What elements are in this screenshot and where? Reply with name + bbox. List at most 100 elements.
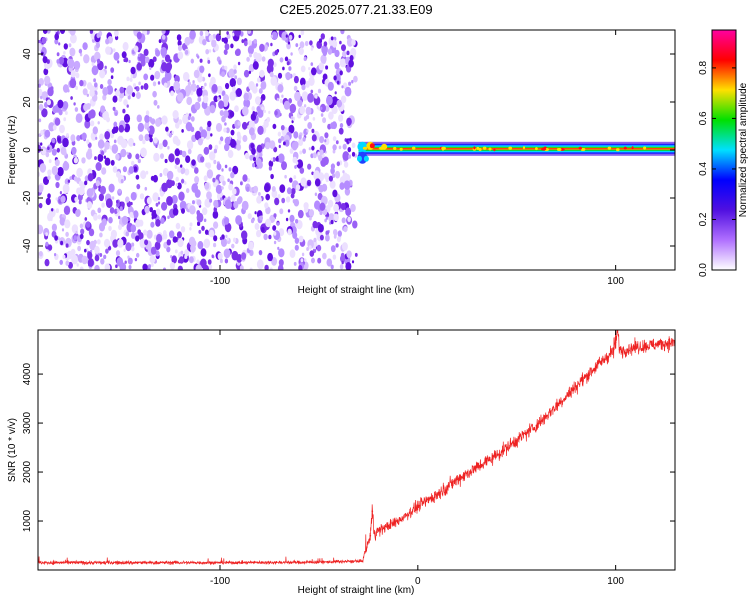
noise-speckle (216, 85, 223, 94)
noise-speckle (201, 225, 205, 231)
noise-speckle (236, 143, 242, 151)
noise-speckle (47, 169, 52, 176)
snr-x-axis-label: Height of straight line (km) (298, 585, 415, 596)
noise-speckle (298, 138, 304, 146)
noise-speckle (186, 96, 193, 106)
noise-speckle (54, 117, 61, 126)
noise-speckle (298, 265, 303, 270)
noise-speckle (342, 170, 345, 174)
noise-speckle (279, 98, 283, 104)
noise-speckle (103, 155, 107, 159)
noise-speckle (226, 237, 229, 241)
noise-speckle (150, 246, 157, 255)
noise-speckle (186, 188, 190, 194)
noise-speckle (86, 93, 90, 98)
noise-speckle (197, 138, 203, 146)
noise-speckle (330, 264, 334, 270)
noise-speckle (100, 258, 105, 265)
noise-speckle (345, 262, 352, 270)
signal-fleck (556, 148, 562, 151)
noise-speckle (95, 136, 98, 140)
noise-speckle (248, 70, 251, 74)
noise-speckle (338, 145, 342, 150)
noise-speckle (175, 138, 181, 146)
snr-data-point (318, 561, 320, 563)
noise-speckle (90, 120, 95, 127)
noise-speckle (259, 43, 265, 53)
noise-speckle (73, 102, 76, 106)
noise-speckle (149, 137, 153, 143)
noise-speckle (40, 95, 43, 100)
noise-speckle (279, 208, 284, 215)
noise-speckle (334, 62, 340, 70)
noise-speckle (95, 162, 102, 171)
noise-speckle (178, 119, 183, 125)
noise-speckle (288, 34, 293, 41)
noise-speckle (131, 160, 135, 166)
noise-speckle (67, 179, 71, 183)
noise-speckle (41, 37, 47, 44)
noise-speckle (119, 206, 123, 212)
noise-speckle (325, 234, 330, 242)
noise-speckle (219, 110, 224, 116)
snr-data-point (369, 534, 372, 537)
noise-speckle (341, 260, 344, 265)
noise-speckle (79, 79, 84, 87)
noise-speckle (51, 165, 59, 176)
noise-speckle (228, 167, 232, 172)
noise-speckle (90, 30, 93, 34)
noise-speckle (84, 119, 91, 129)
noise-speckle (133, 166, 138, 172)
noise-speckle (102, 110, 109, 121)
spectrogram-y-ticks: -40 -20 0 20 40 (22, 48, 675, 253)
noise-speckle (204, 82, 207, 87)
noise-speckle (97, 139, 105, 149)
noise-speckle (192, 80, 195, 84)
noise-speckle (277, 246, 280, 250)
noise-speckle (55, 208, 60, 214)
noise-speckle (320, 54, 327, 64)
noise-speckle (59, 217, 66, 226)
noise-speckle (232, 188, 237, 195)
noise-speckle (249, 53, 252, 58)
noise-speckle (230, 171, 235, 179)
noise-speckle (285, 217, 289, 222)
noise-speckle (208, 34, 214, 42)
noise-speckle (162, 139, 168, 148)
noise-speckle (258, 192, 261, 196)
noise-speckle (249, 187, 253, 193)
noise-speckle (187, 115, 191, 121)
noise-speckle (68, 43, 72, 48)
noise-speckle (257, 125, 264, 135)
noise-speckle (139, 193, 145, 200)
noise-speckle (119, 86, 125, 94)
noise-speckle (116, 199, 119, 204)
noise-speckle (96, 58, 101, 64)
noise-speckle (93, 213, 98, 221)
noise-speckle (160, 217, 165, 224)
noise-speckle (317, 192, 323, 201)
noise-speckle (223, 110, 229, 118)
noise-speckle (96, 32, 101, 39)
noise-speckle (41, 108, 48, 118)
noise-speckle (240, 181, 243, 186)
noise-speckle (317, 151, 321, 156)
noise-speckle (177, 182, 182, 190)
noise-speckle (70, 33, 77, 44)
noise-speckle (65, 111, 68, 115)
noise-speckle (327, 48, 333, 55)
noise-speckle (60, 195, 66, 203)
noise-speckle (215, 184, 223, 194)
colorbar-tick-label: 0.2 (698, 212, 709, 226)
noise-speckle (229, 91, 236, 101)
noise-speckle (180, 178, 185, 184)
signal-fleck (643, 146, 647, 150)
noise-speckle (236, 77, 242, 86)
noise-speckle (289, 177, 293, 183)
noise-speckle (338, 127, 344, 135)
noise-speckle (263, 109, 266, 113)
noise-speckle (150, 74, 155, 81)
noise-speckle (174, 75, 180, 84)
noise-speckle (173, 80, 180, 91)
noise-speckle (152, 90, 157, 98)
